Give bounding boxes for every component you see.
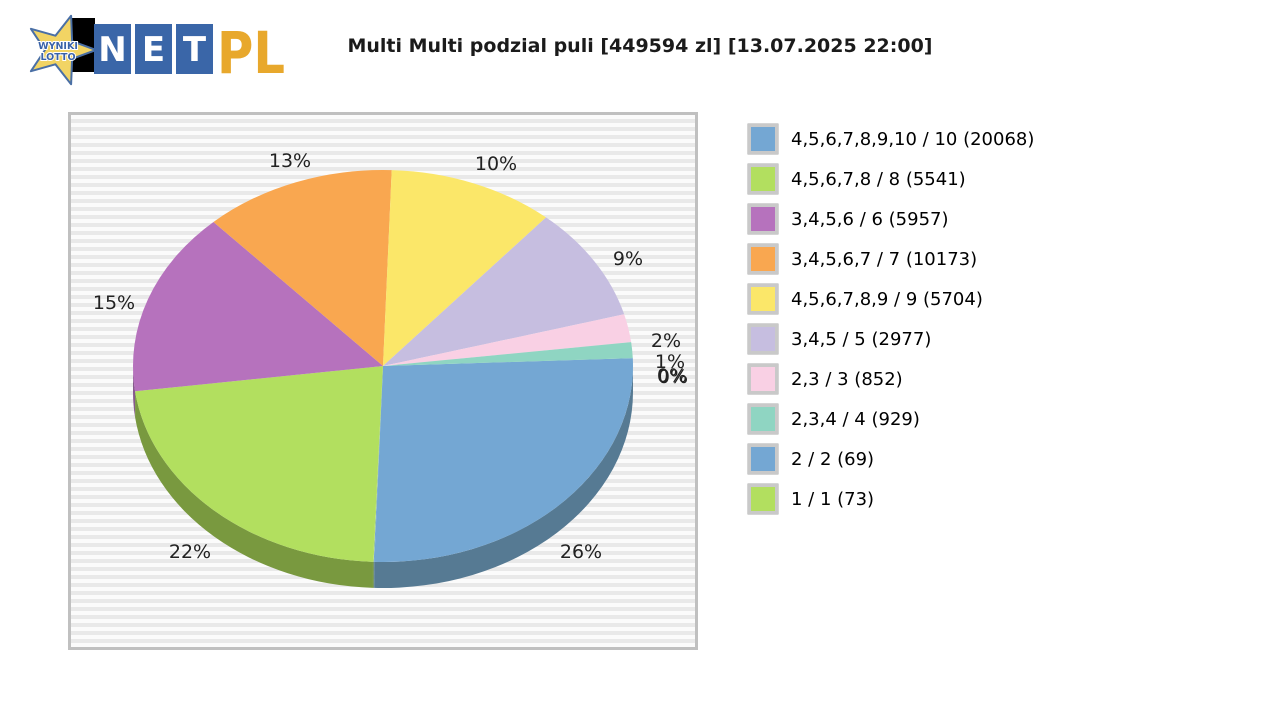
pie-slice-side bbox=[373, 561, 375, 588]
pie-chart bbox=[133, 170, 634, 588]
pie-slice-side bbox=[374, 366, 634, 588]
pie-slice bbox=[383, 217, 625, 366]
legend-swatch bbox=[748, 284, 778, 314]
pie-slice bbox=[383, 342, 633, 366]
pie-slice bbox=[135, 366, 383, 562]
legend-item: 2,3 / 3 (852) bbox=[748, 359, 1034, 399]
legend-swatch bbox=[748, 404, 778, 434]
legend-label: 1 / 1 (73) bbox=[791, 488, 875, 510]
logo-letter-e: E bbox=[142, 30, 165, 70]
pie-percent-label: 22% bbox=[168, 541, 212, 563]
star-icon bbox=[30, 15, 96, 85]
pie-slice bbox=[373, 366, 383, 562]
legend-label: 3,4,5,6,7 / 7 (10173) bbox=[791, 248, 978, 270]
legend-item: 4,5,6,7,8,9,10 / 10 (20068) bbox=[748, 119, 1034, 159]
legend-item: 2 / 2 (69) bbox=[748, 439, 1034, 479]
legend-item: 4,5,6,7,8 / 8 (5541) bbox=[748, 159, 1034, 199]
pie-percent-label: 10% bbox=[474, 153, 518, 175]
legend-label: 3,4,5 / 5 (2977) bbox=[791, 328, 932, 350]
legend-label: 2,3 / 3 (852) bbox=[791, 368, 903, 390]
legend-swatch bbox=[748, 324, 778, 354]
logo-letter-n: N bbox=[98, 30, 126, 70]
legend-swatch bbox=[748, 124, 778, 154]
pie-slice bbox=[133, 221, 383, 392]
pie-slice bbox=[383, 314, 632, 366]
pie-percent-label: 0% bbox=[657, 366, 689, 388]
pie-slice bbox=[383, 170, 547, 366]
legend-swatch bbox=[748, 244, 778, 274]
legend-label: 4,5,6,7,8,9,10 / 10 (20068) bbox=[791, 128, 1035, 150]
legend-swatch bbox=[748, 484, 778, 514]
legend-swatch bbox=[748, 364, 778, 394]
legend-swatch bbox=[748, 164, 778, 194]
pie-slice bbox=[372, 366, 383, 562]
legend-item: 2,3,4 / 4 (929) bbox=[748, 399, 1034, 439]
page-title: Multi Multi podzial puli [449594 zl] [13… bbox=[347, 35, 933, 57]
logo-tile-n bbox=[94, 24, 131, 74]
logo-pl-text: PL bbox=[217, 19, 285, 87]
chart-panel: 26% 22% 15% 13% 10% 9% 2% 1% 0% 0% bbox=[68, 112, 698, 650]
pie-slice-side bbox=[372, 561, 374, 588]
logo-star-text-line2: LOTTO bbox=[40, 52, 75, 63]
star-outline bbox=[29, 14, 97, 86]
legend-item: 3,4,5,6,7 / 7 (10173) bbox=[748, 239, 1034, 279]
pie-percent-label: 9% bbox=[612, 248, 644, 270]
logo-tile-e bbox=[135, 24, 172, 74]
legend-label: 2 / 2 (69) bbox=[791, 448, 875, 470]
logo-star-text-line1: WYNIKI bbox=[38, 41, 78, 52]
legend-swatch bbox=[748, 204, 778, 234]
pie-percent-label: 0% bbox=[656, 365, 688, 387]
legend-item: 3,4,5 / 5 (2977) bbox=[748, 319, 1034, 359]
legend-label: 2,3,4 / 4 (929) bbox=[791, 408, 920, 430]
pie-percent-label: 2% bbox=[650, 330, 682, 352]
legend-item: 3,4,5,6 / 6 (5957) bbox=[748, 199, 1034, 239]
pie-slice bbox=[374, 358, 633, 562]
chart-legend: 4,5,6,7,8,9,10 / 10 (20068) 4,5,6,7,8 / 8… bbox=[748, 119, 1034, 519]
legend-label: 3,4,5,6 / 6 (5957) bbox=[791, 208, 949, 230]
logo-letter-t: T bbox=[183, 30, 207, 70]
legend-swatch bbox=[748, 444, 778, 474]
pie-percent-label: 13% bbox=[268, 150, 312, 172]
pie-slice-side bbox=[133, 366, 136, 418]
legend-label: 4,5,6,7,8 / 8 (5541) bbox=[791, 168, 966, 190]
pie-percent-label: 15% bbox=[92, 292, 136, 314]
legend-item: 4,5,6,7,8,9 / 9 (5704) bbox=[748, 279, 1034, 319]
pie-slice-side bbox=[135, 391, 373, 588]
legend-label: 4,5,6,7,8,9 / 9 (5704) bbox=[791, 288, 983, 310]
logo-tile-t bbox=[176, 24, 213, 74]
pie-slice bbox=[213, 170, 392, 366]
pie-percent-label: 26% bbox=[559, 541, 603, 563]
legend-item: 1 / 1 (73) bbox=[748, 479, 1034, 519]
pie-percent-label: 1% bbox=[654, 351, 686, 373]
site-logo[interactable]: WYNIKI LOTTO N E T PL bbox=[14, 4, 304, 92]
